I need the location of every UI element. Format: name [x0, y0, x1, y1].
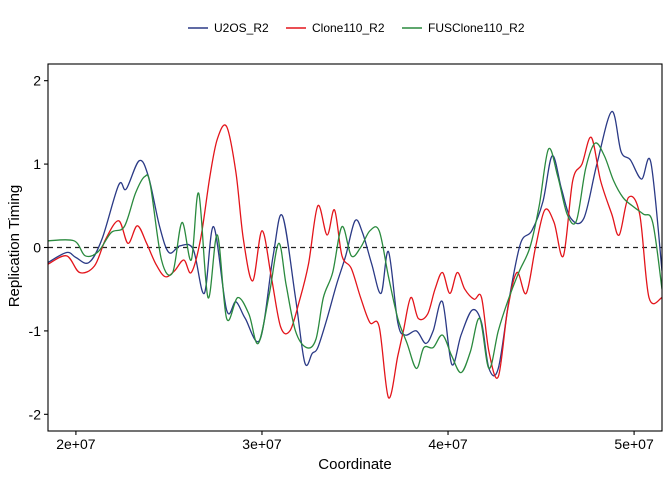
- y-tick-label-0: -2: [29, 406, 42, 422]
- x-axis-title: Coordinate: [318, 456, 391, 473]
- legend: U2OS_R2 Clone110_R2 FUSClone110_R2: [188, 21, 525, 35]
- y-tick-label-4: 2: [33, 73, 41, 89]
- y-tick-label-1: -1: [29, 323, 42, 339]
- series-line-0: [48, 110, 662, 377]
- plot-area: [48, 110, 662, 399]
- legend-label-0: U2OS_R2: [214, 21, 269, 35]
- x-tick-label-3: 5e+07: [614, 436, 654, 452]
- legend-item-1: Clone110_R2: [286, 21, 385, 35]
- y-tick-label-2: 0: [33, 240, 41, 256]
- y-axis-title: Replication Timing: [6, 185, 23, 308]
- x-tick-label-0: 2e+07: [56, 436, 96, 452]
- series-line-2: [48, 142, 662, 374]
- x-tick-label-1: 3e+07: [242, 436, 282, 452]
- legend-label-1: Clone110_R2: [312, 21, 385, 35]
- legend-item-2: FUSClone110_R2: [402, 21, 525, 35]
- legend-label-2: FUSClone110_R2: [428, 21, 525, 35]
- series-line-1: [48, 124, 662, 399]
- y-tick-label-3: 1: [33, 156, 41, 172]
- axes: 2e+07 3e+07 4e+07 5e+07 -2 -1 0 1 2: [29, 63, 663, 452]
- series-lines: [48, 110, 662, 399]
- x-tick-label-2: 4e+07: [428, 436, 468, 452]
- legend-item-0: U2OS_R2: [188, 21, 269, 35]
